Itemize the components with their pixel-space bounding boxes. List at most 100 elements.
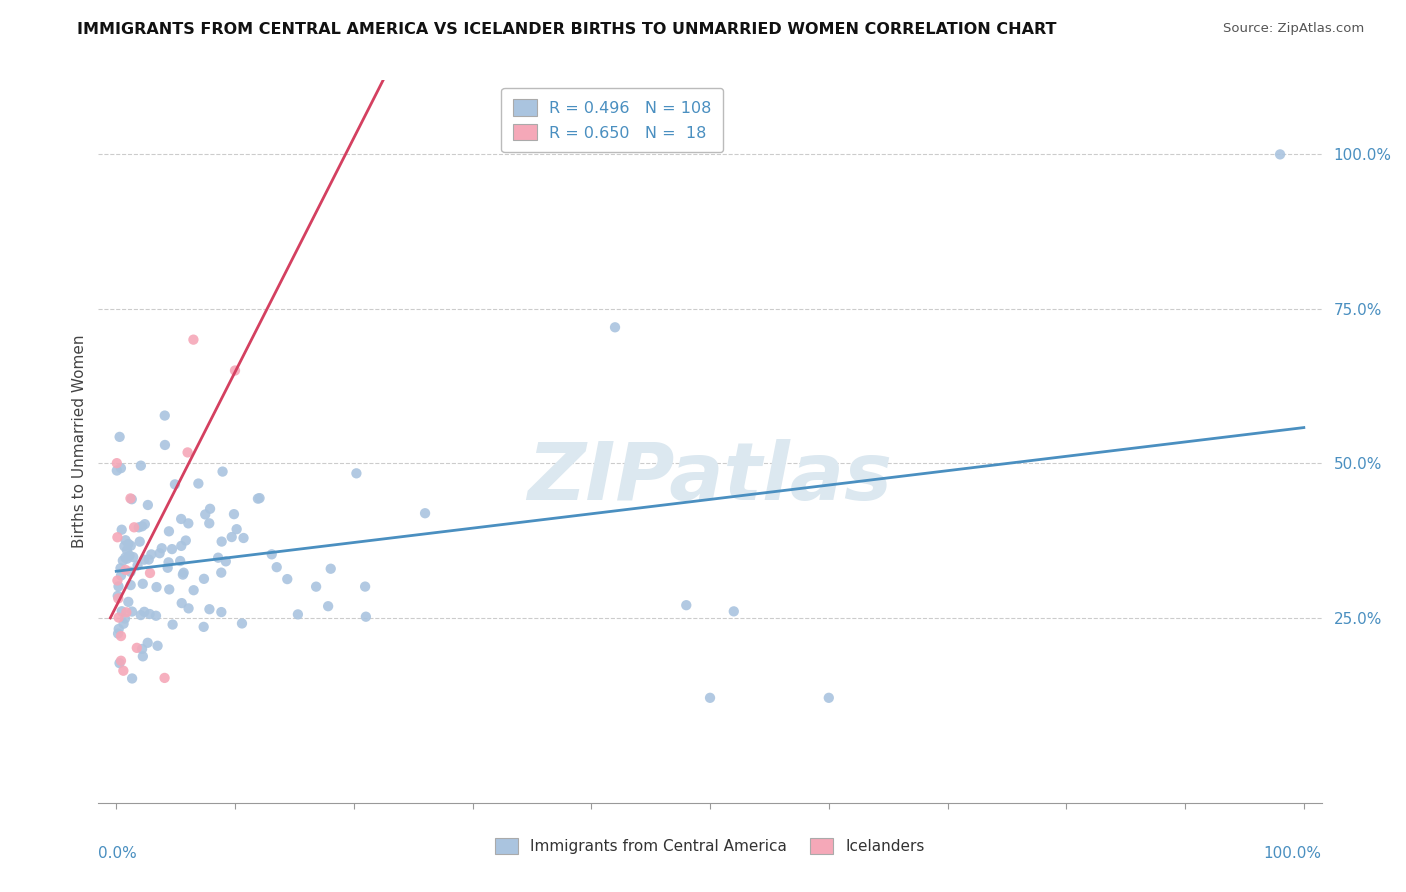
Point (231, 616, 253, 631)
Text: IMMIGRANTS FROM CENTRAL AMERICA VS ICELANDER BIRTHS TO UNMARRIED WOMEN CORRELATI: IMMIGRANTS FROM CENTRAL AMERICA VS ICELA… (77, 22, 1057, 37)
Point (121, 492, 143, 507)
Point (120, 539, 142, 553)
Point (177, 601, 200, 615)
Point (222, 507, 245, 521)
Point (319, 562, 342, 576)
Point (183, 583, 205, 598)
Point (153, 438, 176, 452)
Point (122, 520, 145, 534)
Point (305, 580, 328, 594)
Point (134, 552, 156, 566)
Point (121, 672, 143, 686)
Point (110, 461, 132, 475)
Point (134, 605, 156, 619)
Point (187, 476, 209, 491)
Point (114, 563, 136, 577)
Point (413, 506, 436, 520)
Point (157, 582, 180, 597)
Point (117, 537, 139, 551)
Point (198, 602, 221, 616)
Point (170, 512, 193, 526)
Point (276, 572, 298, 586)
Point (198, 516, 221, 531)
Point (108, 656, 131, 670)
Point (249, 491, 271, 505)
Point (160, 542, 183, 557)
Point (138, 552, 160, 566)
Point (136, 498, 159, 512)
Point (134, 517, 156, 532)
Point (107, 589, 129, 603)
Point (120, 565, 142, 579)
Point (153, 409, 176, 423)
Point (183, 333, 205, 347)
Point (138, 607, 160, 621)
Point (115, 551, 138, 566)
Point (156, 561, 179, 575)
Point (177, 516, 200, 531)
Point (246, 491, 269, 506)
Point (193, 620, 215, 634)
Point (209, 605, 232, 619)
Point (157, 555, 180, 569)
Point (122, 550, 145, 565)
Point (129, 458, 152, 473)
Point (129, 608, 152, 623)
Point (211, 534, 233, 549)
Point (287, 607, 309, 622)
Point (131, 642, 153, 657)
Point (211, 465, 233, 479)
Point (127, 558, 149, 573)
Point (114, 550, 136, 565)
Point (112, 664, 135, 678)
Point (110, 561, 132, 575)
Point (108, 430, 131, 444)
Point (316, 599, 339, 614)
Point (174, 533, 197, 548)
Point (149, 546, 172, 560)
Point (232, 531, 254, 545)
Point (157, 524, 180, 539)
Point (110, 654, 132, 668)
Point (675, 598, 697, 612)
Point (344, 467, 367, 481)
Point (107, 610, 129, 624)
Point (225, 522, 247, 536)
Point (128, 534, 150, 549)
Point (125, 640, 148, 655)
Point (141, 548, 163, 562)
Point (107, 530, 129, 544)
Point (105, 456, 128, 470)
Point (146, 639, 169, 653)
Point (114, 611, 136, 625)
Point (603, 320, 626, 334)
Point (193, 572, 215, 586)
Text: ZIPatlas: ZIPatlas (527, 439, 893, 516)
Point (354, 609, 377, 624)
Point (169, 554, 191, 568)
Text: Source: ZipAtlas.com: Source: ZipAtlas.com (1223, 22, 1364, 36)
Point (1268, 147, 1291, 161)
Point (112, 616, 135, 631)
Point (110, 568, 132, 582)
Point (117, 595, 139, 609)
Point (128, 520, 150, 534)
Point (817, 690, 839, 705)
Point (115, 605, 138, 619)
Point (221, 530, 243, 544)
Point (170, 539, 193, 553)
Point (162, 617, 184, 632)
Point (136, 636, 159, 650)
Point (115, 543, 138, 558)
Point (260, 547, 283, 561)
Point (114, 533, 136, 548)
Point (107, 622, 129, 636)
Point (209, 566, 232, 580)
Text: 100.0%: 100.0% (1264, 847, 1322, 861)
Point (354, 580, 377, 594)
Point (120, 491, 142, 506)
Point (145, 608, 167, 623)
Point (176, 445, 198, 459)
Point (105, 463, 128, 477)
Point (153, 671, 176, 685)
